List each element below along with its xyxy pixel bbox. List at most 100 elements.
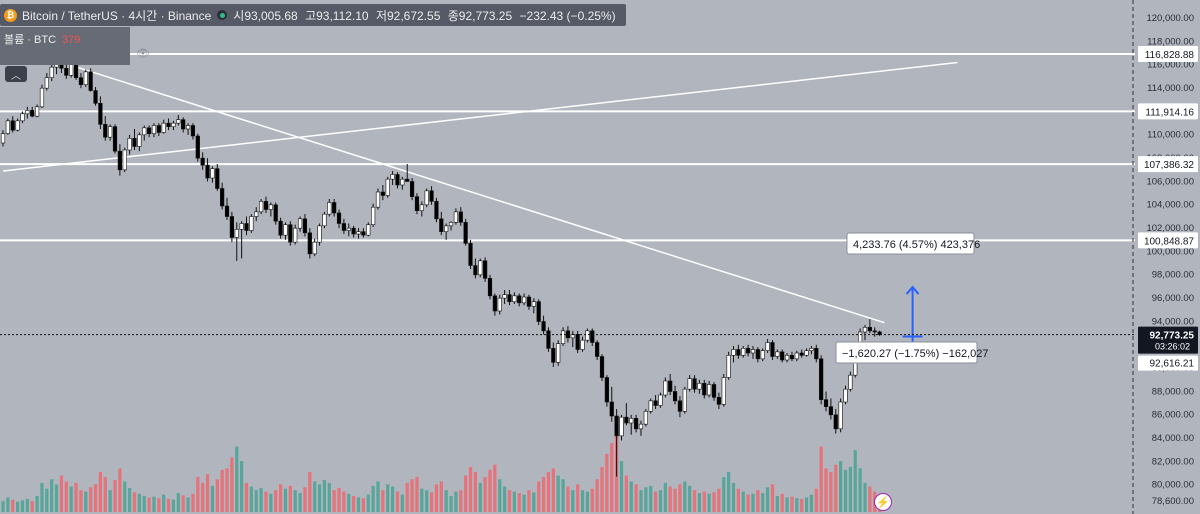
price-axis[interactable]: 120,000.00 118,000.00 116,000.00 114,000.00… (1132, 0, 1200, 514)
candle-body (185, 125, 191, 130)
candle-body (814, 348, 819, 360)
volume-bar (809, 494, 814, 512)
eye-icon[interactable]: 👁 (136, 48, 150, 60)
volume-bar (522, 494, 526, 512)
volume-bar (235, 446, 239, 512)
volume-bar (498, 479, 502, 512)
candle-body (239, 223, 244, 230)
volume-bar (303, 487, 307, 512)
symbol-title[interactable]: Bitcoin / TetherUS · 4시간 · Binance (22, 8, 212, 23)
volume-bar (240, 461, 244, 512)
volume-bar (673, 488, 677, 512)
candle-body (405, 178, 410, 182)
symbol-header[interactable]: ₿ Bitcoin / TetherUS · 4시간 · Binance 시93… (0, 4, 626, 26)
volume-bar (1, 501, 5, 512)
volume-bar (702, 491, 706, 512)
volume-bar (230, 457, 234, 512)
volume-bar (30, 501, 34, 512)
candle-body (200, 157, 205, 166)
volume-bar (858, 468, 862, 512)
candle-body (375, 191, 381, 208)
volume-bar (439, 481, 443, 512)
candle-body (512, 295, 517, 302)
volume-bar (585, 491, 589, 512)
candle-body (400, 178, 405, 186)
volume-bar (191, 493, 195, 512)
axis-tick-label: 80,000.00 (1152, 480, 1194, 491)
candle-body (823, 399, 829, 407)
candle-body (327, 202, 332, 215)
axis-tick-label: 100,000.00 (1146, 246, 1194, 257)
candle-body (268, 204, 273, 210)
candle-body (580, 339, 585, 350)
candle-body (750, 349, 756, 354)
volume-bar (162, 494, 166, 512)
axis-tick-label: 120,000.00 (1146, 13, 1194, 24)
candle-body (672, 391, 678, 402)
measure-tool[interactable]: 4,233.76 (4.57%) 423,376 −1,620.27 (−1.7… (835, 232, 988, 364)
volume-bar (532, 492, 536, 512)
candle-body (809, 348, 814, 351)
volume-bar (473, 472, 477, 512)
candle-body (848, 374, 853, 390)
candle-body (390, 174, 395, 180)
volume-bar (775, 496, 779, 512)
volume-bar (668, 486, 672, 512)
candle-body (312, 241, 317, 255)
volume-bar (717, 488, 721, 512)
candle-body (385, 178, 390, 196)
candle-body (638, 423, 644, 430)
volume-bar (6, 497, 10, 512)
axis-tick-label: 96,000.00 (1152, 293, 1194, 304)
volume-bar (249, 486, 253, 512)
candle-body (473, 265, 478, 276)
candle-body (731, 349, 736, 356)
volume-bar (337, 488, 341, 512)
volume-bar (843, 469, 848, 512)
volume-bar (678, 484, 682, 512)
price-line-badge (1138, 103, 1198, 120)
chevron-up-icon[interactable]: ︿ (5, 66, 27, 82)
volume-bar (283, 488, 288, 512)
candle-body (171, 122, 176, 127)
candle-body (371, 206, 376, 225)
axis-tick-label: 104,000.00 (1146, 200, 1194, 211)
candle-body (780, 351, 785, 361)
volume-bar (128, 488, 132, 512)
axis-tick-label: 118,000.00 (1147, 36, 1194, 47)
volume-bar (507, 490, 512, 512)
candle-body (181, 119, 186, 130)
volume-bar (35, 496, 39, 512)
candle-body (156, 125, 161, 133)
volume-bar (429, 492, 434, 512)
volume-bar (629, 481, 633, 512)
candle-body (483, 260, 488, 279)
volume-bar (712, 492, 716, 512)
lightning-icon[interactable]: ⚡ (874, 493, 892, 511)
volume-bar (722, 477, 726, 512)
volume-bar (848, 466, 852, 512)
volume-bar (50, 479, 54, 512)
volume-bar (464, 475, 468, 512)
volume-bar (327, 482, 331, 512)
volume-bar (527, 490, 531, 512)
volume-bar (40, 482, 44, 512)
volume-legend[interactable]: 볼륨 · BTC 379 👁 (0, 27, 150, 65)
candle-body (380, 191, 385, 196)
volume-bar (108, 490, 112, 512)
candle-body (263, 201, 269, 210)
volume-bar (308, 472, 312, 512)
candle-body (336, 212, 342, 224)
trend-lines[interactable] (2, 43, 958, 324)
candle-body (15, 120, 20, 131)
candle-body (702, 383, 707, 396)
volume-bar (269, 493, 273, 512)
volume-bar (152, 496, 156, 512)
volume-bar (449, 496, 453, 512)
volume-bar (795, 498, 799, 512)
candle-body (307, 232, 312, 255)
candle-body (575, 334, 580, 350)
candle-body (799, 352, 804, 356)
bitcoin-icon: ₿ (4, 8, 17, 22)
